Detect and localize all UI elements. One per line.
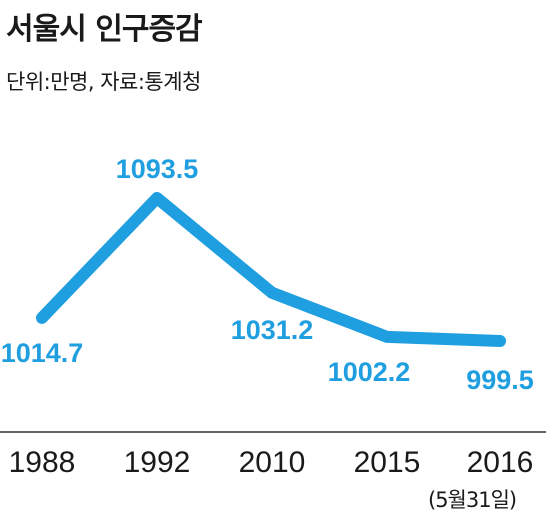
data-labels: 1014.7 1093.5 1031.2 1002.2 999.5 — [1, 154, 534, 395]
chart-title: 서울시 인구증감 — [6, 12, 203, 47]
chart-subtitle: 단위:만명, 자료:통계청 — [6, 70, 201, 94]
data-label: 1093.5 — [116, 154, 199, 184]
data-label: 1031.2 — [231, 315, 314, 345]
category-note: (5월31일) — [428, 488, 517, 512]
data-label: 1014.7 — [1, 338, 84, 368]
x-tick-label: 2015 — [354, 446, 421, 479]
x-tick-label: 1992 — [124, 446, 191, 479]
x-tick-labels: 1988 1992 2010 2015 2016 — [9, 446, 534, 479]
x-tick-label: 2016 — [467, 446, 534, 479]
series-line — [36, 192, 506, 347]
data-label: 999.5 — [466, 365, 534, 395]
x-tick-label: 2010 — [239, 446, 306, 479]
series-line-group — [36, 192, 506, 347]
data-label: 1002.2 — [328, 357, 411, 387]
x-tick-label: 1988 — [9, 446, 76, 479]
